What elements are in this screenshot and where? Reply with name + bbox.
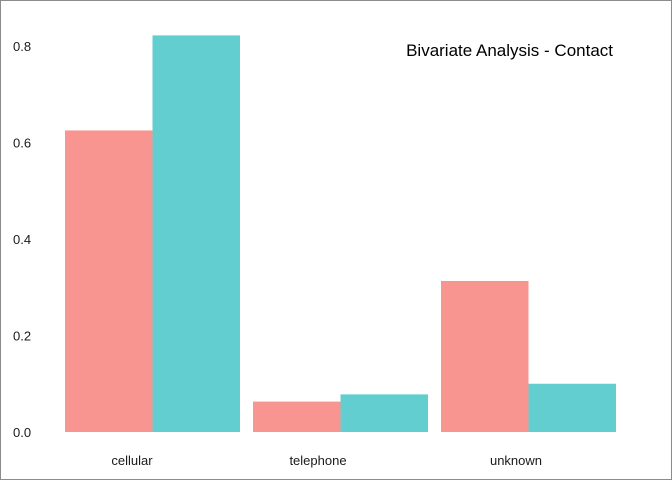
bar-unknown-series-1 xyxy=(441,280,529,432)
y-tick-label: 0.2 xyxy=(13,329,31,344)
bar-cellular-series-1 xyxy=(65,130,153,432)
y-axis-tick-labels: 0.0 0.2 0.4 0.6 0.8 xyxy=(13,39,31,440)
x-tick-label-telephone: telephone xyxy=(289,453,346,468)
bars-layer xyxy=(65,35,616,432)
y-tick-label: 0.6 xyxy=(13,136,31,151)
x-tick-label-unknown: unknown xyxy=(490,453,542,468)
bar-telephone-series-2 xyxy=(340,394,428,432)
bar-cellular-series-2 xyxy=(152,35,240,432)
y-tick-label: 0.8 xyxy=(13,39,31,54)
x-tick-label-cellular: cellular xyxy=(111,453,153,468)
x-axis-tick-labels: cellular telephone unknown xyxy=(111,453,542,468)
y-tick-label: 0.4 xyxy=(13,232,31,247)
chart-title: Bivariate Analysis - Contact xyxy=(406,41,613,60)
y-tick-label: 0.0 xyxy=(13,425,31,440)
bar-telephone-series-1 xyxy=(253,401,341,432)
bar-unknown-series-2 xyxy=(528,383,616,432)
